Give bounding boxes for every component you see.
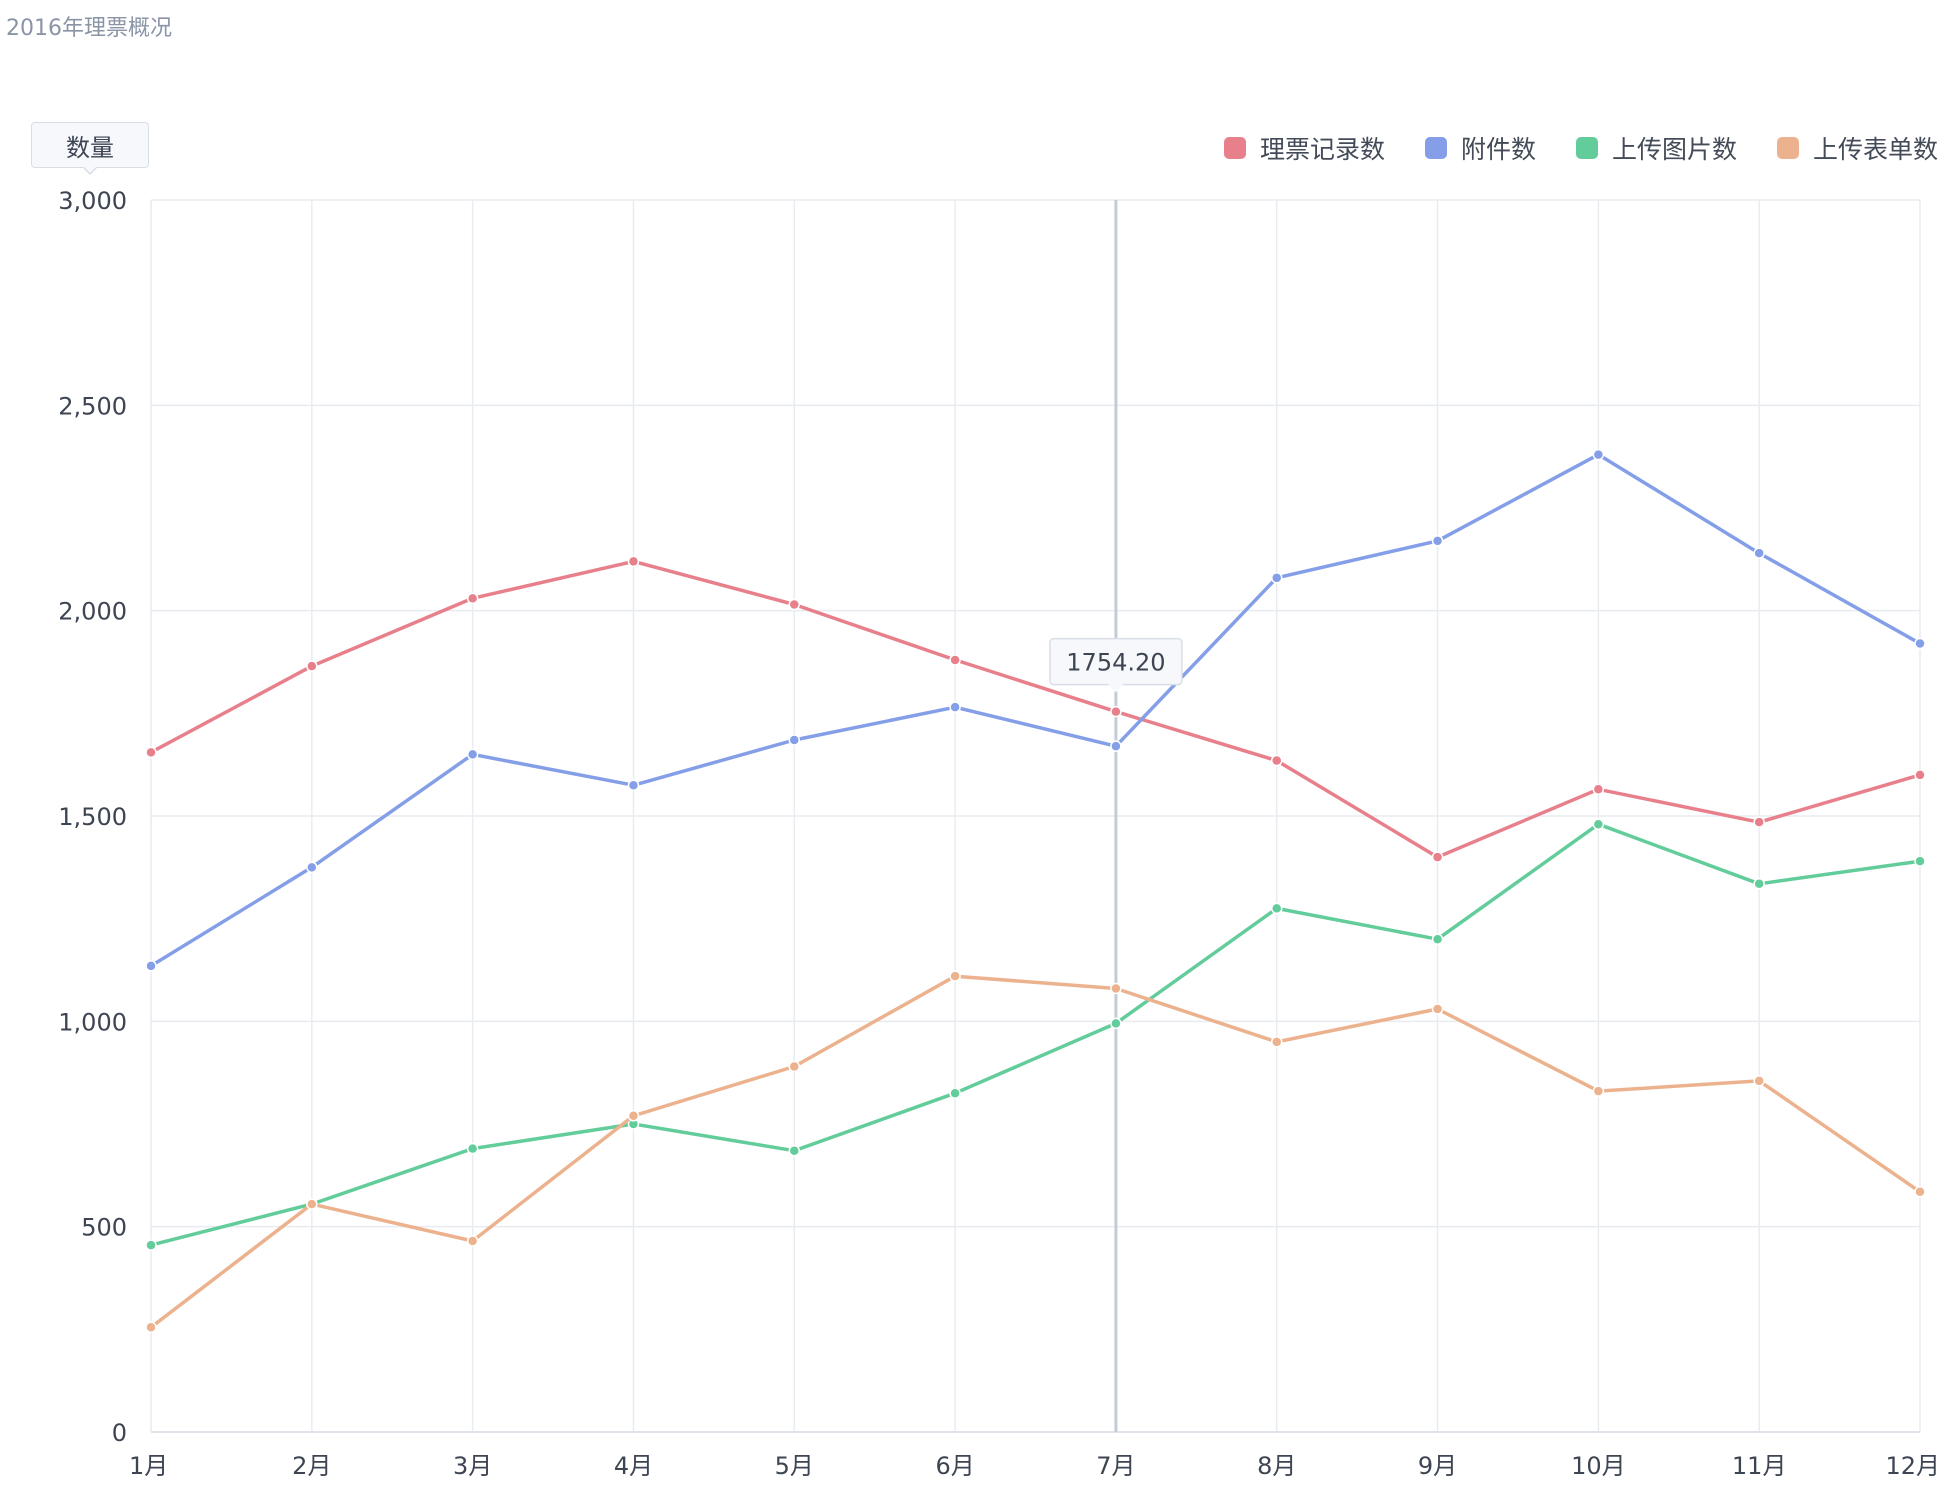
legend-swatch [1424,137,1447,159]
chart-legend: 理票记录数 附件数 上传图片数 上传表单数 [1184,130,1938,166]
legend-item-series-1[interactable]: 附件数 [1424,130,1536,166]
hover-tooltip-value: 1754.20 [1066,649,1165,677]
series-point-0[interactable] [1110,705,1122,718]
x-tick-label: 2月 [292,1452,331,1480]
series-point-1[interactable] [1270,572,1283,584]
legend-swatch [1776,137,1799,159]
x-tick-label: 12月 [1885,1452,1940,1480]
x-tick-label: 3月 [453,1452,492,1480]
series-point-3[interactable] [1914,1186,1926,1198]
series-point-1[interactable] [306,861,318,874]
series-point-0[interactable] [306,660,318,672]
series-point-2[interactable] [1914,855,1926,867]
series-point-0[interactable] [466,592,479,605]
series-point-1[interactable] [1914,637,1926,650]
series-point-0[interactable] [627,555,640,568]
x-tick-label: 6月 [935,1452,974,1480]
series-point-0[interactable] [1753,816,1765,828]
series-point-1[interactable] [145,960,157,972]
y-tick-label: 1,000 [58,1008,127,1036]
series-point-2[interactable] [1110,1017,1122,1030]
series-point-3[interactable] [1431,1003,1444,1015]
series-point-0[interactable] [788,598,801,611]
series-point-2[interactable] [788,1144,801,1157]
x-tick-label: 10月 [1571,1452,1626,1480]
series-point-0[interactable] [1914,769,1926,781]
legend-label: 理票记录数 [1259,135,1385,164]
series-point-0[interactable] [1270,754,1283,767]
legend-label: 附件数 [1460,135,1536,164]
series-point-3[interactable] [306,1198,318,1210]
series-point-1[interactable] [1431,535,1444,547]
y-tick-label: 1,500 [58,803,127,831]
series-point-2[interactable] [1753,878,1765,890]
series-point-3[interactable] [1110,982,1122,995]
x-tick-label: 4月 [614,1452,653,1480]
series-point-1[interactable] [466,748,479,761]
series-point-2[interactable] [145,1239,157,1251]
series-point-1[interactable] [788,734,801,746]
series-point-3[interactable] [466,1235,479,1247]
legend-swatch [1223,137,1246,159]
x-tick-label: 8月 [1257,1452,1296,1480]
legend-item-series-3[interactable]: 上传表单数 [1776,130,1938,166]
y-tick-label: 2,000 [58,598,127,626]
x-tick-label: 9月 [1418,1452,1457,1480]
series-line-3[interactable] [149,974,1922,1330]
legend-label: 上传图片数 [1611,135,1737,164]
series-point-0[interactable] [145,746,157,759]
series-line-0[interactable] [149,559,1922,859]
series-point-3[interactable] [145,1321,157,1334]
x-tick-label: 7月 [1096,1452,1135,1480]
series-point-1[interactable] [1110,740,1122,752]
series-point-3[interactable] [1270,1036,1283,1048]
series-point-1[interactable] [949,701,961,713]
series-line-1[interactable] [149,452,1922,968]
hover-tooltip-pointer [1107,683,1124,693]
series-point-2[interactable] [1431,933,1444,945]
y-axis-unit-label: 数量 [31,122,149,168]
legend-item-series-2[interactable]: 上传图片数 [1575,130,1737,166]
series-point-3[interactable] [949,970,961,982]
series-point-1[interactable] [1753,547,1765,559]
y-tick-label: 3,000 [58,187,127,215]
series-point-0[interactable] [1431,851,1444,863]
series-point-3[interactable] [1753,1075,1765,1087]
series-point-3[interactable] [788,1060,801,1073]
series-point-2[interactable] [949,1087,961,1099]
page-title: 2016年理票概况 [6,16,172,41]
y-axis-unit-pointer [82,166,98,175]
series-point-2[interactable] [466,1142,479,1155]
legend-item-series-0[interactable]: 理票记录数 [1223,130,1385,166]
y-tick-label: 0 [112,1419,127,1447]
x-tick-label: 11月 [1732,1452,1787,1480]
series-point-0[interactable] [1592,783,1605,796]
y-tick-label: 2,500 [58,392,127,420]
x-tick-label: 5月 [775,1452,814,1480]
series-point-2[interactable] [1592,818,1605,830]
series-point-1[interactable] [627,779,640,791]
y-tick-label: 500 [81,1214,127,1242]
series-point-3[interactable] [627,1110,640,1122]
series-point-3[interactable] [1592,1085,1605,1097]
series-point-2[interactable] [1270,902,1283,915]
legend-swatch [1575,137,1598,159]
legend-label: 上传表单数 [1812,135,1938,164]
series-point-0[interactable] [949,654,961,666]
series-line-2[interactable] [149,822,1922,1247]
series-point-1[interactable] [1592,448,1605,461]
x-tick-label: 1月 [129,1452,168,1480]
